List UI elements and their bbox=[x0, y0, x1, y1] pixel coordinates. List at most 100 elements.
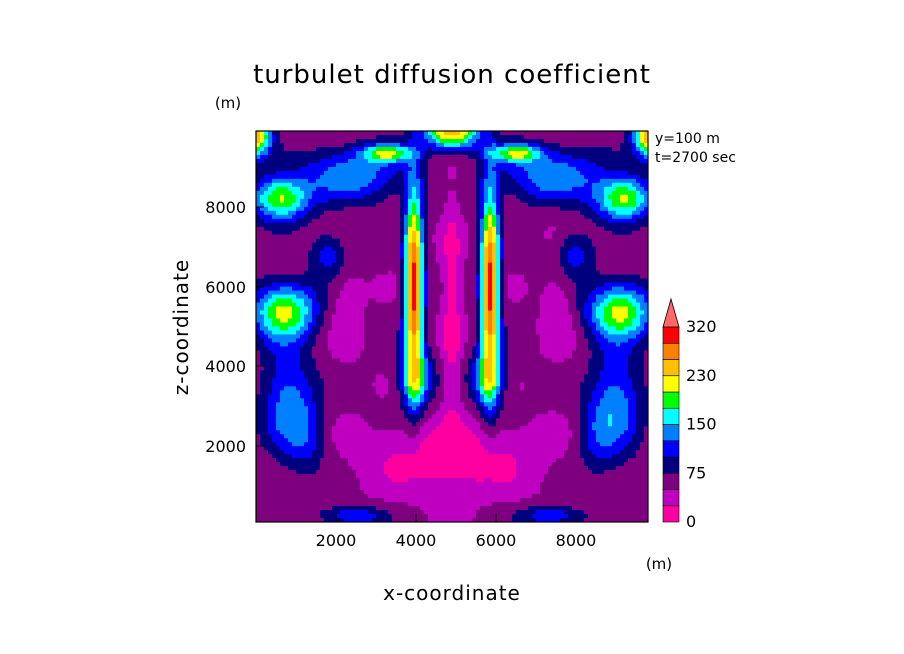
contour-cell bbox=[532, 182, 537, 188]
contour-cell bbox=[284, 270, 289, 276]
contour-cell bbox=[332, 322, 337, 328]
contour-cell bbox=[628, 146, 633, 152]
contour-cell bbox=[260, 218, 265, 224]
contour-cell bbox=[568, 222, 573, 228]
contour-cell bbox=[628, 198, 633, 204]
contour-cell bbox=[436, 226, 441, 232]
contour-cell bbox=[604, 274, 609, 280]
contour-cell bbox=[588, 310, 593, 316]
contour-cell bbox=[432, 174, 437, 180]
contour-cell bbox=[364, 254, 369, 260]
contour-cell bbox=[260, 134, 265, 140]
contour-cell bbox=[484, 210, 489, 216]
contour-cell bbox=[444, 306, 449, 312]
contour-cell bbox=[608, 138, 613, 144]
contour-cell bbox=[448, 210, 453, 216]
contour-cell bbox=[400, 258, 405, 264]
contour-cell bbox=[340, 326, 345, 332]
contour-cell bbox=[524, 131, 529, 136]
contour-cell bbox=[432, 274, 437, 280]
contour-cell bbox=[616, 131, 621, 136]
contour-cell bbox=[612, 302, 617, 308]
contour-cell bbox=[356, 194, 361, 200]
contour-cell bbox=[436, 278, 441, 284]
contour-cell bbox=[600, 134, 605, 140]
contour-cell bbox=[616, 178, 621, 184]
contour-cell bbox=[512, 234, 517, 240]
contour-cell bbox=[608, 158, 613, 164]
contour-cell bbox=[420, 218, 425, 224]
contour-cell bbox=[452, 186, 457, 192]
contour-cell bbox=[612, 202, 617, 208]
contour-cell bbox=[592, 218, 597, 224]
contour-cell bbox=[540, 326, 545, 332]
contour-cell bbox=[360, 250, 365, 256]
contour-cell bbox=[508, 322, 513, 328]
contour-cell bbox=[412, 258, 417, 264]
contour-cell bbox=[524, 190, 529, 196]
contour-cell bbox=[300, 234, 305, 240]
contour-cell bbox=[496, 182, 501, 188]
contour-cell bbox=[280, 154, 285, 160]
contour-cell bbox=[556, 306, 561, 312]
contour-cell bbox=[368, 158, 373, 164]
contour-cell bbox=[300, 310, 305, 316]
contour-cell bbox=[368, 250, 373, 256]
contour-cell bbox=[444, 262, 449, 268]
contour-cell bbox=[560, 318, 565, 324]
contour-cell bbox=[328, 318, 333, 324]
contour-cell bbox=[468, 178, 473, 184]
contour-cell bbox=[632, 198, 637, 204]
contour-cell bbox=[504, 210, 509, 216]
contour-cell bbox=[380, 198, 385, 204]
contour-cell bbox=[524, 314, 529, 320]
contour-cell bbox=[296, 282, 301, 288]
contour-cell bbox=[540, 286, 545, 292]
contour-cell bbox=[352, 138, 357, 144]
contour-cell bbox=[260, 158, 265, 164]
contour-cell bbox=[284, 322, 289, 328]
contour-cell bbox=[544, 214, 549, 220]
contour-cell bbox=[472, 242, 477, 248]
contour-cell bbox=[296, 186, 301, 192]
contour-cell bbox=[560, 210, 565, 216]
contour-cell bbox=[372, 330, 377, 336]
contour-cell bbox=[360, 218, 365, 224]
contour-cell bbox=[616, 170, 621, 176]
contour-cell bbox=[568, 154, 573, 160]
contour-cell bbox=[276, 318, 281, 324]
contour-cell bbox=[340, 270, 345, 276]
contour-cell bbox=[556, 131, 561, 136]
contour-cell bbox=[516, 278, 521, 284]
contour-cell bbox=[352, 270, 357, 276]
contour-cell bbox=[452, 178, 457, 184]
contour-cell bbox=[636, 314, 641, 320]
contour-cell bbox=[476, 222, 481, 228]
contour-cell bbox=[608, 326, 613, 332]
contour-cell bbox=[452, 286, 457, 292]
contour-cell bbox=[532, 262, 537, 268]
contour-cell bbox=[476, 138, 481, 144]
contour-cell bbox=[300, 246, 305, 252]
contour-cell bbox=[560, 190, 565, 196]
contour-cell bbox=[512, 274, 517, 280]
contour-cell bbox=[540, 282, 545, 288]
contour-cell bbox=[420, 170, 425, 176]
contour-cell bbox=[432, 198, 437, 204]
contour-cell bbox=[436, 274, 441, 280]
contour-cell bbox=[312, 162, 317, 168]
contour-cell bbox=[284, 162, 289, 168]
contour-cell bbox=[384, 250, 389, 256]
contour-cell bbox=[328, 294, 333, 300]
contour-cell bbox=[456, 250, 461, 256]
contour-cell bbox=[292, 290, 297, 296]
contour-cell bbox=[508, 226, 513, 232]
contour-cell bbox=[300, 182, 305, 188]
contour-cell bbox=[508, 274, 513, 280]
contour-cell bbox=[380, 298, 385, 304]
contour-cell bbox=[620, 266, 625, 272]
contour-cell bbox=[544, 242, 549, 248]
contour-cell bbox=[280, 318, 285, 324]
contour-cell bbox=[596, 270, 601, 276]
contour-cell bbox=[312, 242, 317, 248]
